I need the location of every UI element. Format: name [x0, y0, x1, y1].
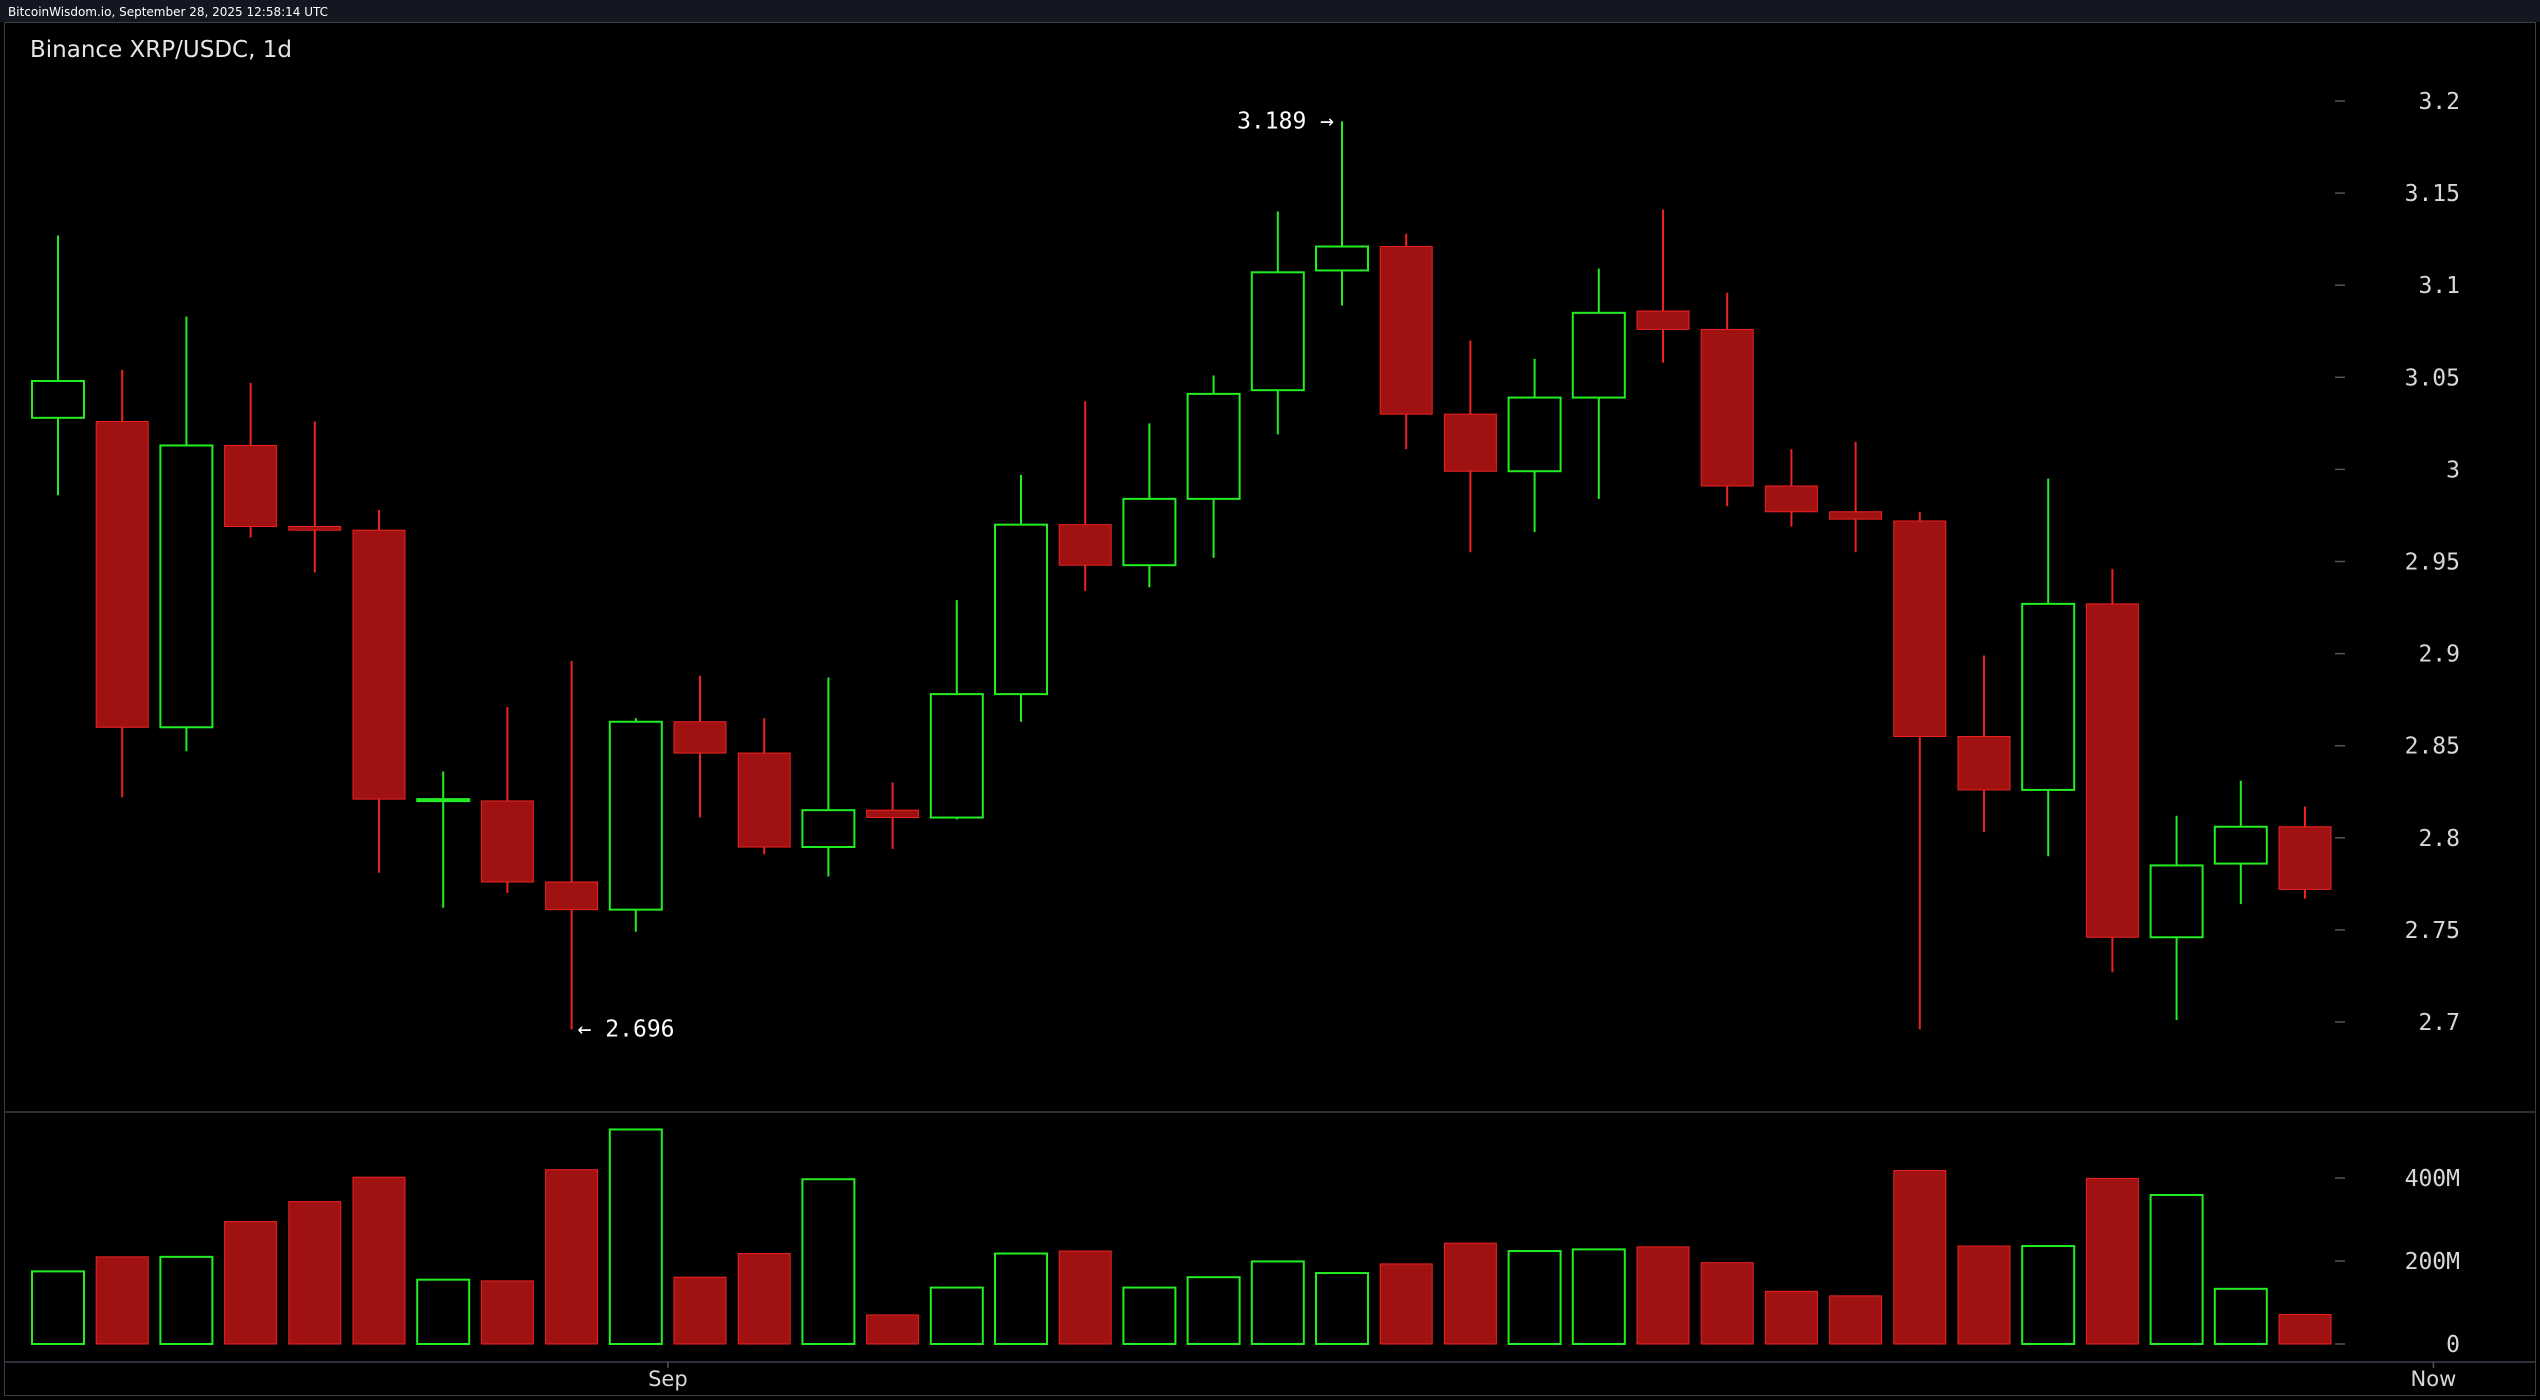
volume-bar-down	[1829, 1295, 1883, 1345]
candle-body-up	[1507, 396, 1562, 473]
source-timestamp: BitcoinWisdom.io, September 28, 2025 12:…	[8, 5, 328, 19]
volume-bar-up	[1186, 1276, 1241, 1346]
volume-bar-up	[1122, 1286, 1177, 1346]
top-bar: BitcoinWisdom.io, September 28, 2025 12:…	[0, 0, 2540, 22]
volume-bar-down	[1636, 1246, 1690, 1345]
price-tick-label: 3.15	[2405, 181, 2460, 207]
volume-bar-up	[801, 1178, 856, 1345]
candle-body-up	[2149, 864, 2204, 939]
volume-bar-up	[416, 1278, 471, 1346]
volume-bar-down	[1764, 1290, 1818, 1345]
candle-body-down	[673, 721, 727, 754]
candle-body-up	[1250, 271, 1305, 392]
price-tick-label: 3	[2446, 457, 2460, 483]
volume-bar-down	[1957, 1245, 2011, 1345]
chart-title: Binance XRP/USDC, 1d	[30, 37, 292, 63]
candle-body-down	[1443, 413, 1497, 472]
candle-body-down	[1957, 735, 2011, 791]
candle-body-down	[2085, 603, 2139, 938]
high-price-annotation: 3.189 →	[1237, 108, 1334, 134]
candle-body-down	[352, 529, 406, 800]
volume-bar-down	[673, 1276, 727, 1345]
candle-body-up	[1186, 392, 1241, 500]
candle-body-down	[1636, 310, 1690, 330]
time-tick-label: Sep	[648, 1367, 688, 1391]
candle-body-up	[31, 379, 85, 419]
candle-body-down	[1764, 485, 1818, 513]
volume-bar-down	[2085, 1177, 2139, 1345]
volume-bar-down	[1700, 1262, 1754, 1345]
volume-tick-label: 0	[2446, 1332, 2460, 1358]
candle-body-down	[480, 800, 534, 883]
volume-bar-down	[480, 1280, 534, 1345]
volume-bar-down	[737, 1253, 791, 1345]
volume-bar-down	[1443, 1242, 1497, 1345]
volume-bar-up	[2149, 1194, 2204, 1346]
candle-body-up	[2213, 825, 2268, 865]
volume-bar-up	[31, 1270, 85, 1345]
volume-bar-up	[1507, 1250, 1562, 1346]
candle-body-down	[1058, 524, 1112, 566]
candle-body-up	[1122, 497, 1177, 567]
volume-bar-down	[288, 1201, 342, 1345]
volume-bar-up	[159, 1255, 214, 1345]
candle-body-down	[2278, 826, 2332, 890]
candle-body-up	[1571, 311, 1626, 399]
candle-body-down	[737, 752, 791, 848]
candle-body-up	[801, 809, 856, 849]
price-tick-label: 2.7	[2418, 1010, 2460, 1036]
candle-body-up	[1315, 245, 1369, 272]
price-tick-label: 3.1	[2418, 273, 2460, 299]
candle-body-down	[545, 881, 599, 911]
price-tick-label: 3.05	[2405, 365, 2460, 391]
candle-body-down	[866, 809, 920, 819]
price-tick-label: 2.85	[2405, 734, 2460, 760]
volume-bar-up	[994, 1252, 1048, 1346]
volume-bar-down	[224, 1221, 278, 1345]
volume-bar-down	[2278, 1314, 2332, 1345]
candle-body-up	[2021, 602, 2076, 791]
volume-bar-up	[1315, 1272, 1369, 1346]
price-tick-label: 2.95	[2405, 550, 2460, 576]
price-tick-label: 2.8	[2418, 826, 2460, 852]
volume-bar-up	[929, 1286, 984, 1346]
candle-body-up	[608, 720, 663, 911]
volume-bar-down	[1058, 1250, 1112, 1345]
volume-tick-label: 200M	[2405, 1249, 2460, 1275]
candle-body-down	[224, 444, 278, 528]
candle-body-down	[1379, 246, 1433, 415]
price-tick-label: 2.9	[2418, 642, 2460, 668]
volume-bar-down	[352, 1176, 406, 1345]
volume-bar-up	[1250, 1260, 1305, 1346]
volume-bar-down	[545, 1169, 599, 1345]
candle-body-down	[288, 526, 342, 531]
volume-bar-down	[866, 1314, 920, 1345]
price-tick-label: 2.75	[2405, 918, 2460, 944]
candle-body-down	[95, 421, 149, 728]
candle-body-down	[1700, 328, 1754, 487]
volume-bar-up	[608, 1128, 663, 1345]
candle-body-up	[994, 523, 1048, 696]
volume-tick-label: 400M	[2405, 1166, 2460, 1192]
volume-bar-down	[1893, 1170, 1947, 1345]
volume-bar-up	[2213, 1287, 2268, 1346]
low-price-annotation: ← 2.696	[578, 1016, 675, 1042]
price-tick-label: 3.2	[2418, 89, 2460, 115]
candle-body-up	[159, 444, 214, 729]
candle-body-down	[1893, 520, 1947, 737]
volume-bar-up	[1571, 1248, 1626, 1346]
candle-body-up	[929, 693, 984, 819]
volume-bar-down	[95, 1256, 149, 1345]
volume-bar-down	[1379, 1263, 1433, 1345]
volume-bar-up	[2021, 1245, 2076, 1346]
candle-body-down	[1829, 511, 1883, 520]
candle-body-up	[416, 798, 471, 803]
time-tick-label: Now	[2411, 1367, 2457, 1391]
